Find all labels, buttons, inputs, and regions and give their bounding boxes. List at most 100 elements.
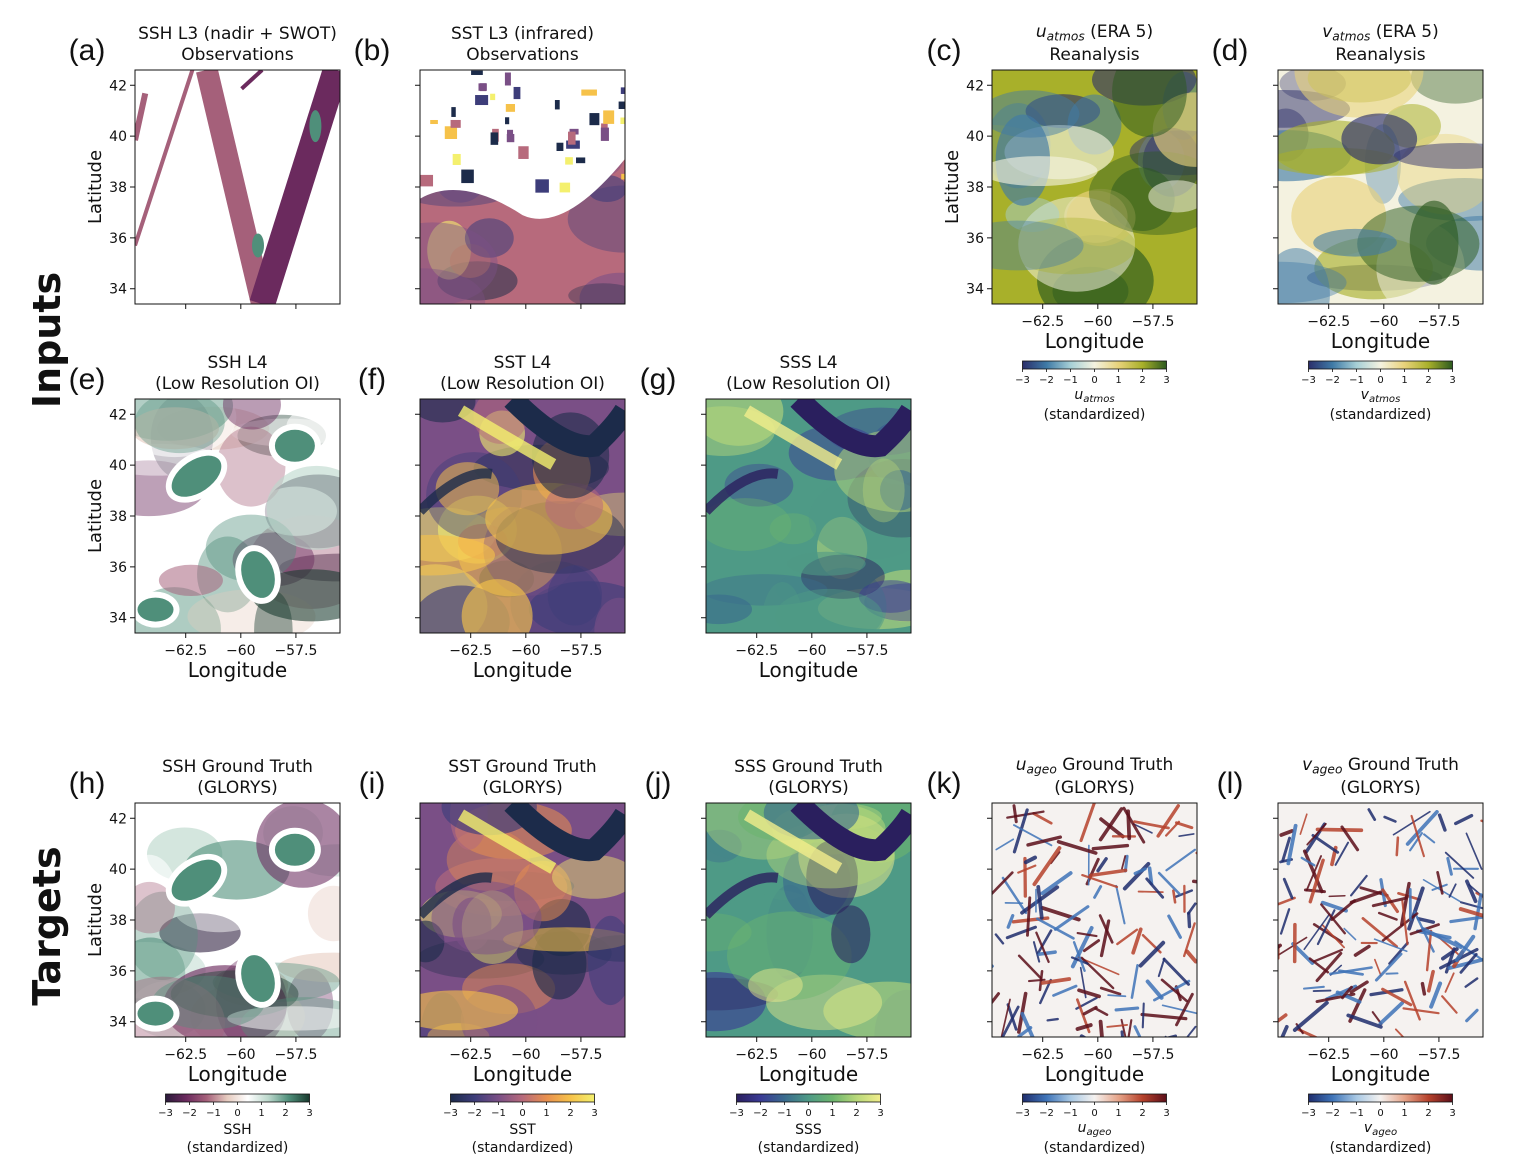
x-tick-label: −57.5 <box>845 1047 888 1063</box>
colorbar <box>1022 360 1167 370</box>
x-axis-label: Longitude <box>1331 1062 1430 1086</box>
panel-subtitle: (Low Resolution OI) <box>726 374 891 394</box>
y-tick-label: 38 <box>109 509 127 525</box>
panel-title: SSH L3 (nadir + SWOT) <box>138 24 337 44</box>
colorbar-label: SST <box>509 1122 536 1138</box>
colorbar-tick-label: −3 <box>443 1108 458 1119</box>
y-tick-label: 34 <box>966 282 984 298</box>
panel-subtitle: Reanalysis <box>1049 45 1139 65</box>
colorbar-tick-label: 2 <box>1425 375 1431 386</box>
colorbar-standardized: (standardized) <box>472 1140 574 1156</box>
colorbar-label: vatmos <box>1361 387 1401 405</box>
y-tick-label: 42 <box>966 78 984 94</box>
colorbar-tick-label: 2 <box>853 1108 859 1119</box>
y-tick-label: 40 <box>109 862 127 878</box>
colorbar-standardized: (standardized) <box>187 1140 289 1156</box>
y-axis-label: Latitude <box>85 150 106 224</box>
panel-subtitle: (Low Resolution OI) <box>440 374 605 394</box>
panel-letter: (h) <box>69 767 106 800</box>
x-tick-label: −62.5 <box>449 643 492 659</box>
colorbar-tick-label: 2 <box>1139 1108 1145 1119</box>
x-tick-label: −62.5 <box>735 1047 778 1063</box>
panel-title: SSH Ground Truth <box>162 757 313 777</box>
colorbar-tick-label: −2 <box>467 1108 482 1119</box>
panel-title: SSS Ground Truth <box>734 757 883 777</box>
colorbar-tick-label: 2 <box>567 1108 573 1119</box>
colorbar-tick-label: 0 <box>1377 1108 1383 1119</box>
panel-letter: (l) <box>1217 767 1244 800</box>
x-tick-label: −62.5 <box>164 643 207 659</box>
colorbar-tick-label: −2 <box>1325 1108 1340 1119</box>
panel-subtitle: (GLORYS) <box>768 778 849 798</box>
colorbar-tick-label: −2 <box>753 1108 768 1119</box>
panel-letter: (k) <box>927 767 962 800</box>
colorbar-tick-label: 3 <box>1449 1108 1455 1119</box>
colorbar-tick-label: 0 <box>805 1108 811 1119</box>
panel-subtitle: Observations <box>181 45 294 65</box>
colorbar-tick-label: −2 <box>182 1108 197 1119</box>
colorbar-tick-label: 0 <box>1091 1108 1097 1119</box>
colorbar-label: uatmos <box>1074 387 1115 405</box>
colorbar-label: vageo <box>1364 1120 1397 1138</box>
panel-letter: (a) <box>69 34 106 67</box>
colorbar <box>450 1093 595 1103</box>
colorbar-tick-label: −2 <box>1039 375 1054 386</box>
x-tick-label: −60 <box>1083 314 1113 330</box>
x-axis-label: Longitude <box>473 1062 572 1086</box>
x-tick-label: −62.5 <box>1021 314 1064 330</box>
y-tick-label: 38 <box>966 180 984 196</box>
colorbar <box>1308 1093 1453 1103</box>
panel-letter: (g) <box>640 363 677 396</box>
panel-letter: (c) <box>927 34 962 67</box>
colorbar <box>1308 360 1453 370</box>
panel-subtitle: (GLORYS) <box>1054 778 1135 798</box>
panel-j: (j) SSS Ground Truth(GLORYS) −62.5 −60 −57.5… <box>645 757 912 1156</box>
colorbar-tick-label: −1 <box>777 1108 792 1119</box>
x-tick-label: −57.5 <box>274 643 317 659</box>
colorbar-tick-label: 0 <box>1377 375 1383 386</box>
panel-letter: (f) <box>358 363 386 396</box>
x-tick-label: −60 <box>226 1047 256 1063</box>
x-tick-label: −62.5 <box>1307 314 1350 330</box>
panel-i: (i) SST Ground Truth(GLORYS) −62.5 −60 −57.5… <box>359 757 626 1156</box>
panel-title: SSH L4 <box>207 353 267 373</box>
x-axis-label: Longitude <box>1045 1062 1144 1086</box>
x-tick-label: −62.5 <box>1021 1047 1064 1063</box>
colorbar-tick-label: −3 <box>729 1108 744 1119</box>
panel-b: (b) SST L3 (infrared)Observations <box>354 24 626 309</box>
colorbar <box>1022 1093 1167 1103</box>
colorbar-tick-label: 0 <box>1091 375 1097 386</box>
x-axis-label: Longitude <box>759 1062 858 1086</box>
x-tick-label: −57.5 <box>559 643 602 659</box>
colorbar-tick-label: 2 <box>282 1108 288 1119</box>
colorbar-tick-label: −1 <box>206 1108 221 1119</box>
colorbar-tick-label: 3 <box>1163 1108 1169 1119</box>
y-tick-label: 42 <box>109 78 127 94</box>
colorbar-tick-label: 1 <box>1401 375 1407 386</box>
colorbar-tick-label: 0 <box>519 1108 525 1119</box>
colorbar-standardized: (standardized) <box>1330 407 1432 423</box>
colorbar-standardized: (standardized) <box>758 1140 860 1156</box>
colorbar-tick-label: 2 <box>1425 1108 1431 1119</box>
x-tick-label: −62.5 <box>1307 1047 1350 1063</box>
colorbar-tick-label: 1 <box>258 1108 264 1119</box>
panel-c: (c) uatmos (ERA 5)Reanalysis 34 36 38 40 42 Lat… <box>927 22 1198 423</box>
x-tick-label: −60 <box>511 1047 541 1063</box>
x-tick-label: −62.5 <box>164 1047 207 1063</box>
panel-letter: (j) <box>645 767 672 800</box>
colorbar-tick-label: −3 <box>1015 1108 1030 1119</box>
y-tick-label: 40 <box>109 458 127 474</box>
panel-l: (l) vageo Ground Truth(GLORYS) −62.5 −60 −57… <box>1217 755 1484 1156</box>
colorbar-standardized: (standardized) <box>1044 407 1146 423</box>
panel-subtitle: (GLORYS) <box>482 778 563 798</box>
colorbar-tick-label: −1 <box>1063 375 1078 386</box>
y-tick-label: 36 <box>109 964 127 980</box>
colorbar-tick-label: −1 <box>1063 1108 1078 1119</box>
panel-letter: (b) <box>354 34 391 67</box>
x-axis-label: Longitude <box>1045 329 1144 353</box>
x-tick-label: −60 <box>797 643 827 659</box>
colorbar <box>736 1093 881 1103</box>
x-tick-label: −57.5 <box>1131 1047 1174 1063</box>
x-tick-label: −60 <box>511 643 541 659</box>
panel-h: (h) SSH Ground Truth(GLORYS) 34 36 38 40 42 Lat… <box>69 757 341 1156</box>
